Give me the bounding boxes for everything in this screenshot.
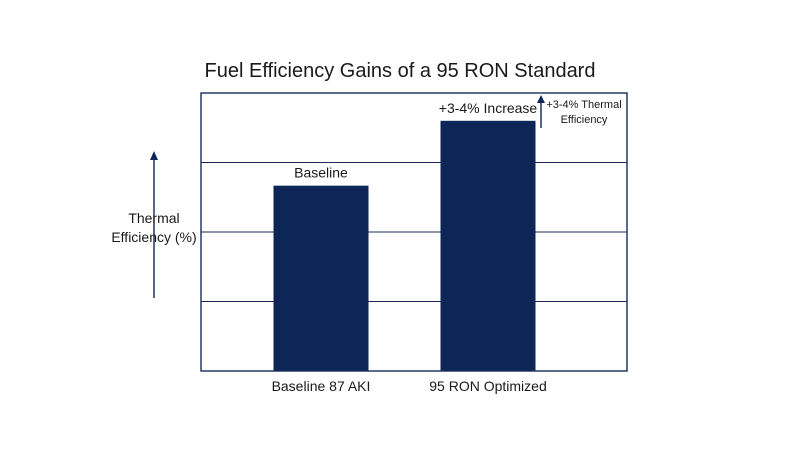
bar-1 [273, 185, 369, 371]
chart-title: Fuel Efficiency Gains of a 95 RON Standa… [205, 60, 596, 82]
data-label-1: Baseline [294, 165, 348, 181]
y-axis-label-group: Thermal Efficiency (%) [111, 151, 197, 298]
annotation-line-1: +3-4% Thermal [546, 99, 621, 111]
annotation-line-2: Efficiency [561, 114, 608, 126]
y-axis-label-line-2: Efficiency (%) [111, 229, 196, 245]
y-axis-arrow-head-icon [150, 151, 158, 160]
bars [273, 120, 536, 371]
data-label-2: +3-4% Increase [439, 100, 538, 116]
bar-2 [440, 120, 536, 371]
grid-lines [201, 162, 627, 302]
data-labels: Baseline +3-4% Increase [294, 100, 537, 181]
thermal-annotation: +3-4% Thermal Efficiency [537, 95, 622, 128]
y-axis-label-line-1: Thermal [128, 210, 179, 226]
annotation-arrow-head-icon [537, 95, 545, 103]
x-tick-labels: Baseline 87 AKI 95 RON Optimized [272, 378, 547, 394]
x-tick-label-2: 95 RON Optimized [429, 378, 546, 394]
x-tick-label-1: Baseline 87 AKI [272, 378, 371, 394]
plot-frame [200, 92, 628, 372]
